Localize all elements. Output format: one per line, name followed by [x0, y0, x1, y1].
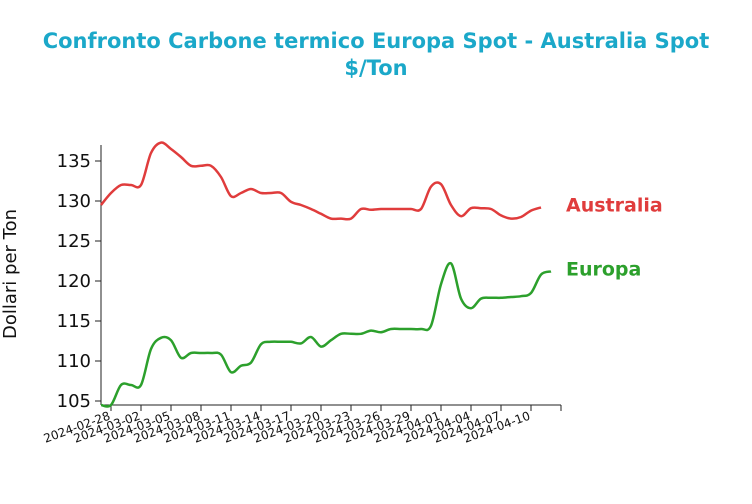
y-tick-label: 110	[57, 351, 91, 372]
y-tick-label: 120	[57, 271, 91, 292]
series-line-australia	[100, 141, 542, 221]
y-ticks: 105 110 115 120 125 130 135	[57, 151, 101, 412]
y-tick-label: 135	[57, 151, 91, 172]
y-tick-label: 105	[57, 391, 91, 412]
series-lines	[100, 141, 552, 408]
y-axis-label: Dollari per Ton	[0, 209, 21, 339]
y-tick-label: 115	[57, 311, 91, 332]
y-tick-label: 125	[57, 231, 91, 252]
series-line-europa	[100, 261, 552, 408]
chart-title: Confronto Carbone termico Europa Spot - …	[43, 29, 710, 53]
series-label-europa: Europa	[566, 258, 641, 280]
series-label-australia: Australia	[566, 194, 663, 216]
chart-subtitle: $/Ton	[344, 56, 407, 80]
series-labels: Australia Europa	[566, 194, 663, 280]
x-ticks: 2024-02-282024-03-022024-03-052024-03-08…	[42, 405, 562, 446]
axes	[100, 145, 561, 406]
y-tick-label: 130	[57, 191, 91, 212]
